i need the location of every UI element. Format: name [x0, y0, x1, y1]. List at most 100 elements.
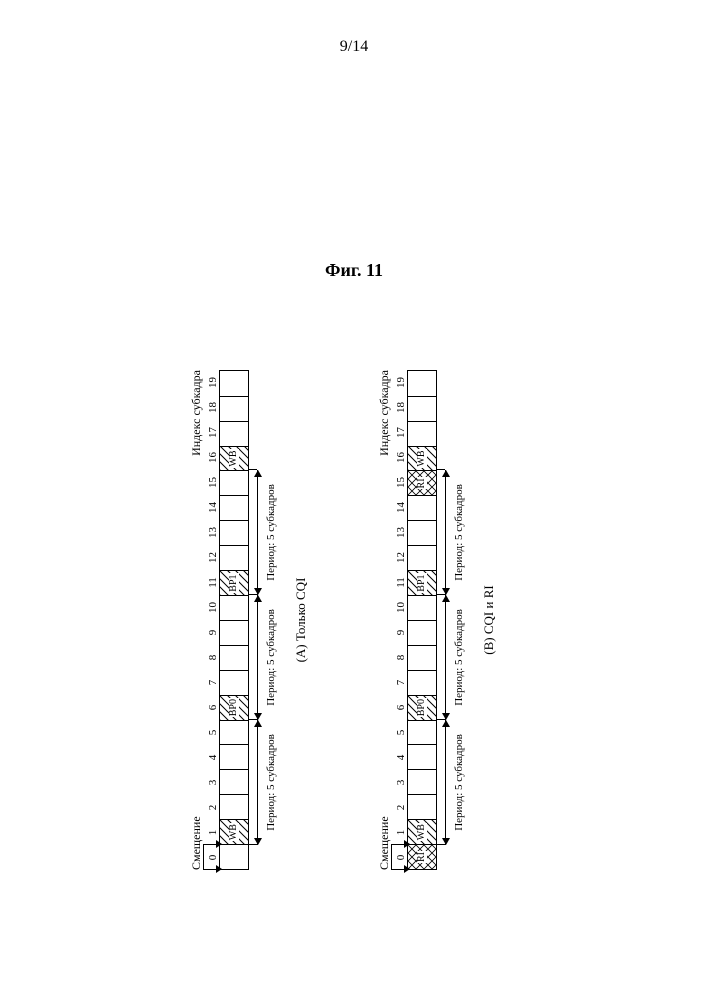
cell-label: WB: [229, 823, 239, 841]
subframe-index: 13: [207, 520, 219, 545]
cell-label: BP1: [417, 573, 427, 592]
subframe-index: 18: [207, 395, 219, 420]
subframe-index: 10: [395, 595, 407, 620]
subframe-cell: [220, 495, 248, 520]
subframe-cell: [220, 744, 248, 769]
subframe-cell: [408, 670, 436, 695]
subframe-cell: WB: [408, 446, 436, 471]
subframe-cell: [220, 794, 248, 819]
subframe-index-row: 012345678910111213141516171819: [395, 370, 407, 870]
figure-body: 012345678910111213141516171819СмещениеИн…: [179, 370, 529, 870]
subframe-index: 16: [395, 445, 407, 470]
subframe-cell: [408, 645, 436, 670]
axis-label: Индекс субкадра: [377, 370, 392, 456]
subframe-cell: BP1: [408, 570, 436, 595]
page-number: 9/14: [0, 38, 708, 56]
subframe-index: 3: [395, 770, 407, 795]
subframe-cell: [220, 769, 248, 794]
strip-caption: (B) CQI и RI: [481, 370, 497, 870]
figure-title: Фиг. 11: [0, 260, 708, 281]
subframe-cell: [220, 595, 248, 620]
subframe-cell: [408, 520, 436, 545]
subframe-cell: [408, 620, 436, 645]
subframe-index: 10: [207, 595, 219, 620]
subframe-cell: [408, 495, 436, 520]
subframe-index: 8: [395, 645, 407, 670]
subframe-index: 11: [207, 570, 219, 595]
subframe-cell: [408, 371, 436, 396]
period-label: Период: 5 субкадров: [265, 595, 277, 720]
subframe-index: 11: [395, 570, 407, 595]
cell-label: BP0: [417, 698, 427, 717]
subframe-cell: [408, 545, 436, 570]
cell-label: WB: [417, 450, 427, 468]
subframe-index-row: 012345678910111213141516171819: [207, 370, 219, 870]
period-label: Период: 5 субкадров: [453, 720, 465, 845]
subframe-index: 17: [395, 420, 407, 445]
cell-label: BP1: [229, 573, 239, 592]
subframe-cell: [408, 720, 436, 745]
period-label: Период: 5 субкадров: [453, 470, 465, 595]
cell-label: RI: [417, 851, 427, 863]
subframe-cell: WB: [408, 819, 436, 844]
subframe-cell: [220, 396, 248, 421]
period-label: Период: 5 субкадров: [453, 595, 465, 720]
subframe-cell: RI: [408, 471, 436, 496]
subframe-index: 5: [207, 720, 219, 745]
offset-label: Смещение: [377, 816, 392, 870]
axis-label: Индекс субкадра: [189, 370, 204, 456]
subframe-index: 19: [207, 370, 219, 395]
subframe-cell: [220, 371, 248, 396]
subframe-index: 4: [207, 745, 219, 770]
subframe-cell: [220, 670, 248, 695]
subframe-cell: [408, 396, 436, 421]
subframe-cell: [408, 595, 436, 620]
subframe-index: 12: [207, 545, 219, 570]
subframe-index: 2: [395, 795, 407, 820]
subframe-index: 15: [395, 470, 407, 495]
subframe-cell: WB: [220, 819, 248, 844]
subframe-cell: [408, 769, 436, 794]
subframe-cells: WB BP0 BP1 WB: [219, 370, 249, 870]
period-brackets: Период: 5 субкадровПериод: 5 субкадровПе…: [249, 370, 289, 870]
subframe-cell: [408, 794, 436, 819]
subframe-index: 9: [395, 620, 407, 645]
subframe-cell: [220, 720, 248, 745]
subframe-cell: WB: [220, 446, 248, 471]
subframe-cell: [408, 421, 436, 446]
subframe-index: 19: [395, 370, 407, 395]
subframe-index: 3: [207, 770, 219, 795]
subframe-index: 14: [207, 495, 219, 520]
subframe-index: 17: [207, 420, 219, 445]
offset-label: Смещение: [189, 816, 204, 870]
strip-caption: (A) Только CQI: [293, 370, 309, 870]
subframe-index: 8: [207, 645, 219, 670]
subframe-cells: RI WB BP0 BP1 RI WB: [407, 370, 437, 870]
subframe-cell: BP0: [220, 695, 248, 720]
subframe-index: 14: [395, 495, 407, 520]
subframe-cell: BP0: [408, 695, 436, 720]
subframe-index: 15: [207, 470, 219, 495]
subframe-index: 4: [395, 745, 407, 770]
subframe-cell: [220, 421, 248, 446]
cell-label: RI: [417, 477, 427, 489]
subframe-index: 13: [395, 520, 407, 545]
subframe-index: 7: [395, 670, 407, 695]
period-label: Период: 5 субкадров: [265, 720, 277, 845]
subframe-index: 18: [395, 395, 407, 420]
subframe-index: 6: [395, 695, 407, 720]
subframe-index: 2: [207, 795, 219, 820]
subframe-index: 9: [207, 620, 219, 645]
subframe-cell: [220, 620, 248, 645]
subframe-cell: [220, 520, 248, 545]
subframe-index: 6: [207, 695, 219, 720]
subframe-cell: [220, 844, 248, 869]
subframe-index: 16: [207, 445, 219, 470]
period-brackets: Период: 5 субкадровПериод: 5 субкадровПе…: [437, 370, 477, 870]
period-label: Период: 5 субкадров: [265, 470, 277, 595]
subframe-cell: BP1: [220, 570, 248, 595]
subframe-cell: [220, 471, 248, 496]
subframe-cell: [220, 645, 248, 670]
cell-label: WB: [417, 823, 427, 841]
cell-label: WB: [229, 450, 239, 468]
